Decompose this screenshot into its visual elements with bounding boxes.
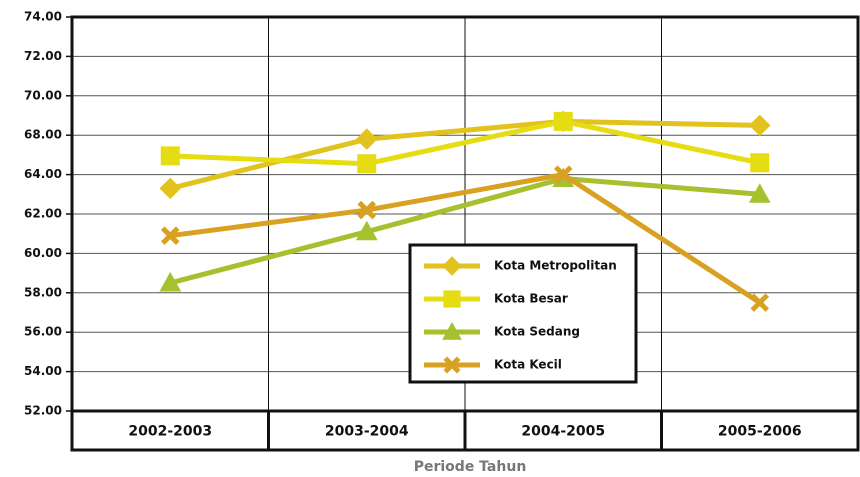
marker bbox=[750, 153, 770, 173]
x-tick-label: 2004-2005 bbox=[521, 424, 605, 440]
y-tick-label: 72.00 bbox=[24, 49, 62, 63]
y-tick-label: 56.00 bbox=[24, 325, 62, 339]
y-tick-label: 68.00 bbox=[24, 128, 62, 142]
x-tick-label: 2005-2006 bbox=[718, 424, 802, 440]
legend-label: Kota Besar bbox=[494, 292, 568, 306]
y-tick-label: 58.00 bbox=[24, 285, 62, 299]
y-tick-label: 64.00 bbox=[24, 167, 62, 181]
marker bbox=[356, 128, 378, 150]
y-tick-label: 60.00 bbox=[24, 246, 62, 260]
x-axis-label: Periode Tahun bbox=[414, 459, 527, 475]
marker bbox=[443, 290, 461, 308]
marker bbox=[553, 165, 573, 184]
series-line bbox=[169, 176, 760, 286]
marker bbox=[160, 146, 180, 166]
marker bbox=[159, 177, 181, 200]
legend-label: Kota Kecil bbox=[494, 358, 562, 372]
marker bbox=[159, 271, 182, 292]
marker bbox=[442, 321, 462, 340]
marker bbox=[355, 220, 378, 241]
y-tick-label: 70.00 bbox=[24, 88, 62, 102]
marker bbox=[749, 114, 771, 137]
marker bbox=[160, 226, 180, 245]
marker bbox=[443, 356, 461, 374]
series-line bbox=[169, 172, 762, 305]
y-tick-label: 74.00 bbox=[24, 10, 62, 24]
marker bbox=[750, 293, 770, 312]
y-tick-label: 62.00 bbox=[24, 207, 62, 221]
y-tick-label: 52.00 bbox=[24, 404, 62, 418]
marker bbox=[357, 154, 377, 174]
series-line bbox=[170, 118, 761, 167]
series-line bbox=[169, 118, 760, 191]
marker bbox=[357, 200, 377, 220]
legend-label: Kota Metropolitan bbox=[494, 259, 617, 273]
marker bbox=[748, 183, 771, 203]
x-tick-label: 2003-2004 bbox=[325, 424, 409, 440]
x-tick-label: 2002-2003 bbox=[128, 424, 212, 440]
marker bbox=[442, 256, 462, 276]
legend-label: Kota Sedang bbox=[494, 325, 580, 339]
y-tick-label: 54.00 bbox=[24, 364, 62, 378]
marker bbox=[553, 111, 573, 131]
